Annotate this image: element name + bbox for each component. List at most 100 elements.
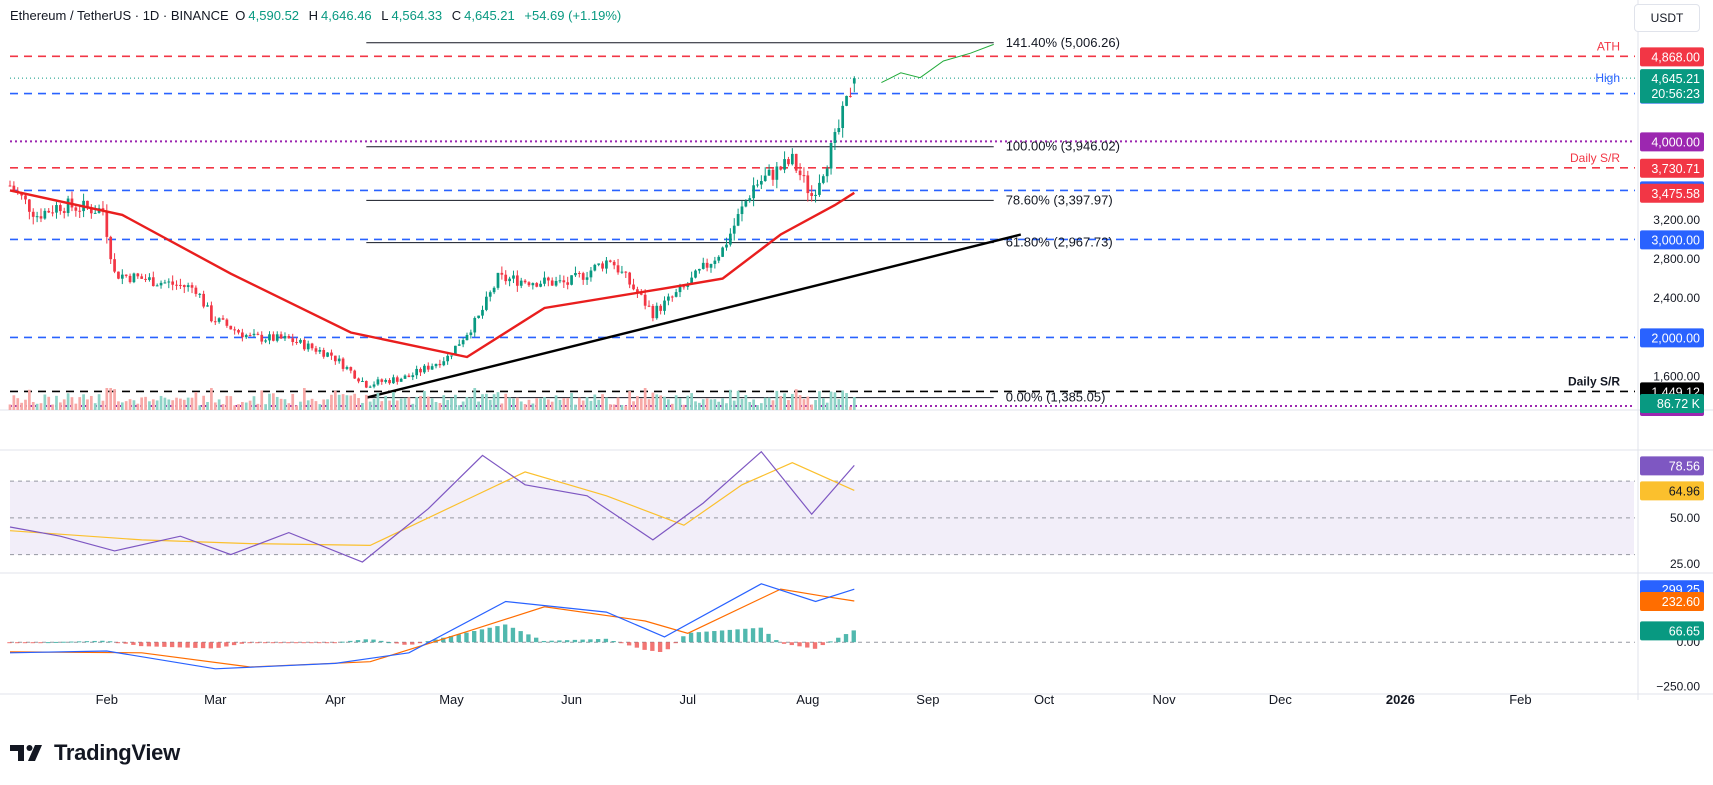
candle-body (705, 262, 709, 268)
macd-hist-bar (619, 642, 624, 644)
volume-bar (264, 404, 267, 410)
volume-bar (322, 399, 326, 410)
tradingview-brand[interactable]: TradingView (10, 738, 180, 768)
volume-bar (744, 395, 748, 410)
volume-bar (802, 399, 806, 410)
candle-body (132, 273, 136, 283)
macd-hist-bar (472, 631, 477, 643)
macd-hist-bar (758, 627, 763, 643)
volume-bar (31, 401, 35, 410)
candle-body (574, 272, 577, 276)
candle-body (51, 212, 54, 214)
time-axis-label: 2026 (1386, 692, 1415, 707)
macd-hist-bar (53, 641, 59, 643)
volume-bar (593, 394, 597, 410)
volume-bar (28, 389, 31, 410)
macd-hist-bar (7, 642, 12, 644)
fib-level-label: 61.80% (2,967.73) (1006, 235, 1113, 250)
symbol-name[interactable]: Ethereum / TetherUS · 1D · BINANCE (10, 8, 229, 23)
macd-hist-bar (84, 641, 90, 643)
volume-bar (531, 403, 535, 410)
candle-body (837, 128, 841, 133)
candle-body (423, 365, 426, 373)
level-annotation: Daily S/R (1568, 374, 1620, 388)
macd-hist-bar (332, 642, 337, 644)
candle-body (694, 270, 697, 278)
volume-bar (512, 398, 515, 410)
volume-bar (411, 403, 415, 410)
candle-body (140, 276, 144, 279)
volume-bar (24, 399, 27, 410)
volume-bar (554, 395, 558, 410)
macd-hist-bar (46, 642, 51, 644)
candle-body (217, 318, 221, 322)
volume-bar (279, 398, 283, 410)
candle-body (78, 210, 82, 212)
candle-body (686, 284, 690, 287)
volume-bar (16, 398, 20, 410)
volume-bar (55, 395, 58, 410)
volume-bar (35, 403, 39, 410)
macd-hist-bar (224, 642, 229, 647)
candle-body (66, 198, 70, 213)
candle-body (682, 286, 686, 288)
macd-hist-bar (301, 642, 306, 644)
macd-hist-bar (774, 640, 779, 643)
volume-bar (58, 402, 62, 410)
macd-hist-bar (642, 642, 647, 650)
candle-body (287, 336, 291, 339)
candle-body (322, 349, 326, 357)
volume-bar (608, 404, 612, 410)
volume-bar (198, 405, 202, 410)
macd-hist-bar (200, 642, 206, 649)
volume-bar (659, 395, 663, 410)
candle-body (256, 333, 260, 335)
macd-hist-bar (348, 640, 353, 643)
macd-hist-bar (557, 640, 562, 643)
rsi-tick-label: 25.00 (1670, 557, 1700, 571)
volume-bar (732, 400, 736, 410)
candle-body (167, 281, 171, 283)
macd-hist-bar (193, 642, 198, 648)
candle-body (175, 284, 178, 286)
volume-bar (756, 405, 759, 410)
candle-body (508, 278, 511, 282)
candle-body (492, 287, 496, 293)
candle-body (674, 292, 678, 297)
volume-bar (558, 399, 562, 410)
candle-body (55, 205, 58, 213)
macd-hist-bar (456, 634, 461, 643)
macd-hist-bar (239, 642, 245, 644)
volume-bar (465, 396, 469, 410)
volume-bar (597, 399, 601, 410)
candle-body (821, 176, 825, 183)
last-price-tag: 4,645.21 (1651, 72, 1700, 86)
macd-hist-bar (487, 627, 492, 643)
candle-body (198, 293, 202, 295)
macd-hist-bar (704, 631, 709, 643)
macd-hist-bar (448, 636, 454, 643)
fib-level-label: 0.00% (1,385.05) (1006, 390, 1106, 405)
candle-body (415, 368, 419, 376)
volume-value-tag: 86.72 K (1657, 397, 1701, 411)
macd-hist-bar (572, 639, 578, 643)
candle-body (252, 333, 256, 336)
volume-bar (574, 404, 577, 410)
volume-bar (407, 397, 411, 410)
low-value: 4,564.33 (391, 8, 443, 23)
currency-unit-button[interactable]: USDT (1634, 4, 1700, 32)
candle-body (581, 273, 585, 280)
candle-body (798, 170, 802, 176)
volume-bar (361, 402, 364, 410)
candle-body (701, 262, 705, 269)
volume-bar (275, 396, 279, 410)
volume-bar (481, 394, 484, 410)
candle-body (628, 272, 632, 285)
macd-hist-bar (441, 637, 446, 643)
last-price-tag-bg (1640, 69, 1704, 104)
candle-body (395, 377, 399, 382)
candle-body (577, 272, 581, 274)
volume-bar (841, 390, 845, 410)
macd-hist-bar (386, 642, 392, 644)
